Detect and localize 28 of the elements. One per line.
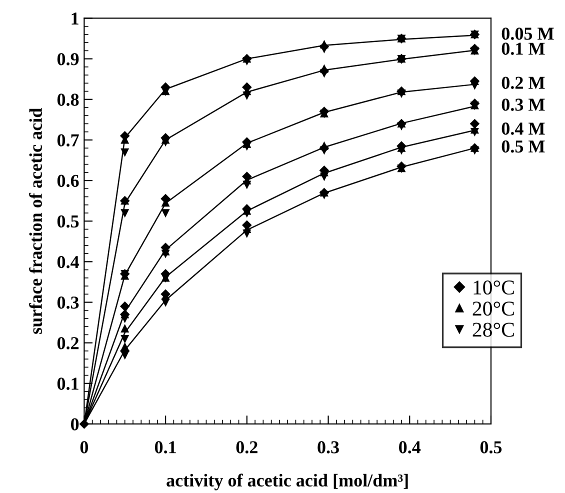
y-tick-label: 0.2 (57, 337, 79, 350)
x-tick-label: 0 (80, 441, 88, 454)
x-axis-title: activity of acetic acid [mol/dm³] (166, 474, 408, 490)
x-tick-label: 0.1 (154, 441, 176, 454)
legend-label: 10°C (474, 280, 514, 295)
legend-label: 28°C (472, 322, 514, 337)
x-tick-label: 0.5 (480, 441, 502, 454)
y-tick-label: 0.7 (57, 134, 79, 146)
y-tick-label: 0.9 (57, 53, 79, 66)
y-tick-label: 0.3 (57, 296, 79, 309)
series-label: 0.1 M (502, 42, 545, 55)
y-tick-label: 0.4 (57, 256, 79, 268)
series-label: 0.05 M (502, 28, 554, 40)
series-label: 0.2 M (502, 76, 545, 89)
y-tick-label: 0.6 (57, 174, 79, 188)
legend-label: 20°C (472, 302, 514, 316)
y-axis-title: surface fraction of acetic acid (29, 108, 42, 334)
x-tick-label: 0.2 (236, 441, 258, 454)
series-label: 0.3 M (502, 98, 545, 111)
x-tick-label: 0.4 (399, 441, 421, 454)
series-label: 0.4 M (502, 122, 545, 135)
y-tick-label: 0.8 (57, 94, 79, 106)
x-tick-label: 0.3 (318, 441, 339, 454)
y-tick-label: 0 (70, 418, 79, 430)
series-label: 0.5 M (502, 140, 545, 153)
y-tick-label: 0.1 (57, 378, 78, 390)
y-tick-label: 0.5 (57, 215, 79, 228)
y-tick-label: 1 (72, 12, 78, 25)
